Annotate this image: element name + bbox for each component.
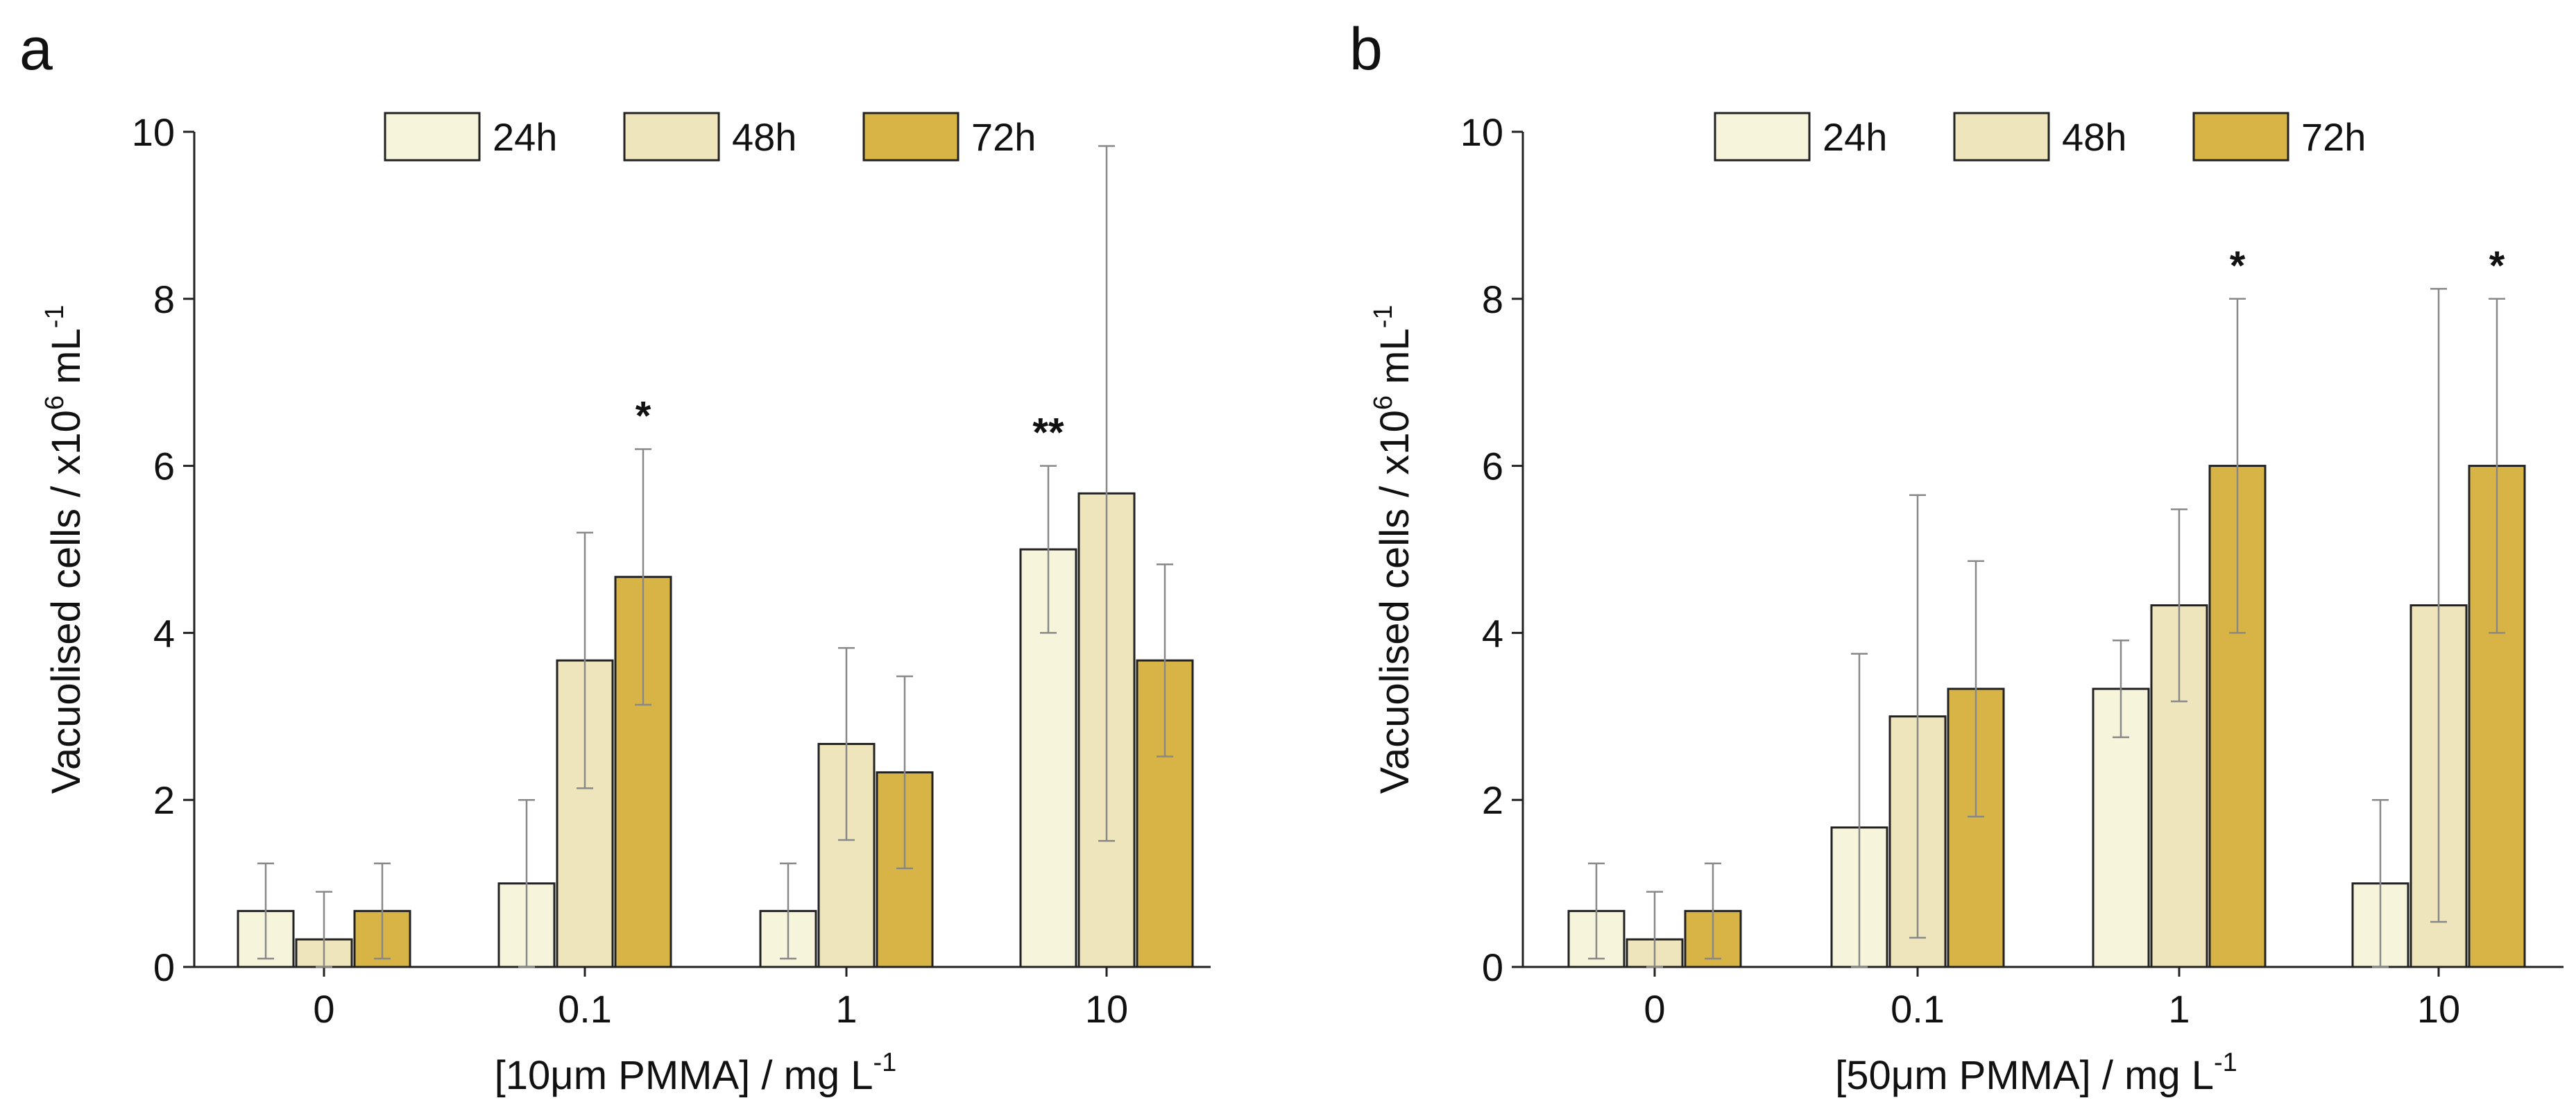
legend-swatch-72h	[2192, 112, 2289, 162]
legend-swatch-48h	[623, 112, 720, 162]
y-axis-label-main: Vacuolised cells / x10	[1372, 410, 1417, 794]
y-axis-label-superscript-2: -1	[40, 305, 69, 328]
y-tick-label: 6	[1482, 445, 1503, 488]
y-tick-label: 2	[1482, 778, 1503, 822]
legend-swatch-24h	[1714, 112, 1811, 162]
legend-label-24h: 24h	[493, 115, 557, 159]
significance-marker: *	[2230, 243, 2246, 289]
legend-label-72h: 72h	[971, 115, 1036, 159]
x-tick-label: 0	[1644, 987, 1665, 1031]
y-axis-label-superscript-1: 6	[1369, 395, 1398, 410]
significance-marker: *	[2489, 243, 2505, 289]
x-tick-label: 10	[1085, 987, 1128, 1031]
x-tick-label: 0	[313, 987, 334, 1031]
y-axis-label-superscript-2: -1	[1369, 305, 1398, 328]
y-tick-label: 0	[153, 945, 175, 989]
significance-marker: *	[636, 394, 651, 439]
x-tick-label: 0.1	[1891, 987, 1945, 1031]
legend-swatch-72h	[862, 112, 959, 162]
y-axis-label-unit: mL	[44, 328, 89, 395]
x-axis-label: [10μm PMMA] / mg L-1	[495, 1048, 897, 1098]
x-tick-label: 1	[835, 987, 857, 1031]
y-tick-label: 4	[153, 611, 175, 655]
legend-swatch-48h	[1953, 112, 2050, 162]
y-axis-label: Vacuolised cells / x106 mL-1	[40, 305, 89, 794]
legend-swatch-24h	[384, 112, 481, 162]
x-axis-label-main: [50μm PMMA] / mg L	[1835, 1053, 2214, 1098]
y-tick-label: 8	[1482, 277, 1503, 321]
y-tick-label: 8	[153, 277, 175, 321]
chart-panel-b: b 0 2 4 6 8 10 0 0.1 1 10 * * 24h 48h 72h [50μm PMMA] / …	[1349, 16, 2564, 1098]
y-tick-label: 6	[153, 445, 175, 488]
y-tick-label: 10	[132, 110, 175, 154]
significance-marker: **	[1032, 411, 1064, 456]
y-tick-label: 10	[1460, 110, 1503, 154]
legend-label-24h: 24h	[1823, 115, 1887, 159]
y-axis-label-unit: mL	[1372, 328, 1417, 395]
panel-letter: b	[1349, 16, 1383, 83]
x-axis-label: [50μm PMMA] / mg L-1	[1835, 1048, 2237, 1098]
x-tick-label: 0.1	[558, 987, 612, 1031]
legend-label-72h: 72h	[2301, 115, 2366, 159]
y-tick-label: 2	[153, 778, 175, 822]
legend-label-48h: 48h	[732, 115, 796, 159]
y-tick-label: 0	[1482, 945, 1503, 989]
y-axis-label-main: Vacuolised cells / x10	[44, 410, 89, 794]
legend-label-48h: 48h	[2062, 115, 2126, 159]
x-tick-label: 10	[2417, 987, 2460, 1031]
y-axis-label: Vacuolised cells / x106 mL-1	[1369, 305, 1417, 794]
x-axis-label-superscript: -1	[2214, 1048, 2237, 1077]
y-axis-label-superscript-1: 6	[40, 395, 69, 410]
y-tick-label: 4	[1482, 611, 1503, 655]
x-axis-label-superscript: -1	[873, 1048, 897, 1077]
panel-letter: a	[19, 16, 53, 83]
x-axis-label-main: [10μm PMMA] / mg L	[495, 1053, 873, 1098]
x-tick-label: 1	[2168, 987, 2190, 1031]
